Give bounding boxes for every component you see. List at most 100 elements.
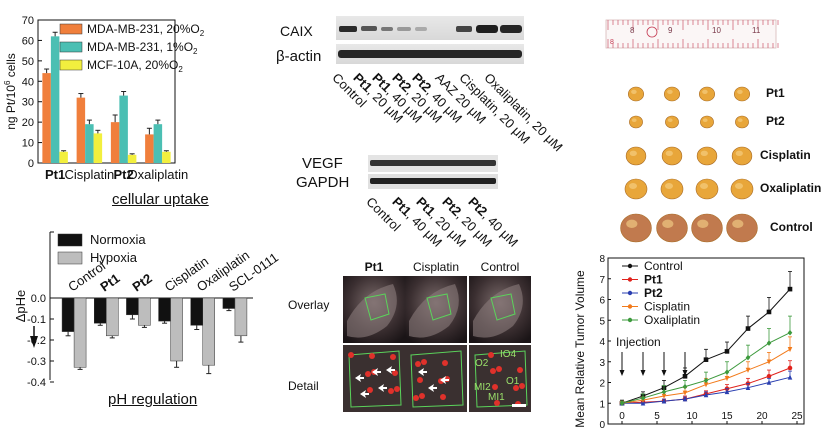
growth-point [682,383,688,390]
beta-actin-label: β-actin [276,48,322,65]
growth-legend-marker [627,277,633,282]
uptake-category-label: Pt2 [114,167,134,182]
uptake-ylabel: ng Pt/106 cells [3,53,18,130]
overlay-tissue-shape [347,284,397,338]
growth-point [703,357,709,362]
growth-point [703,382,709,388]
injection-arrow-icon [682,370,688,376]
uptake-category-label: Cisplatin [64,167,114,182]
imaging-row-label: Overlay [288,298,330,312]
tumor-group-label: Cisplatin [760,148,811,162]
tumor-group-label: Pt2 [766,114,785,128]
tumor-highlight [702,118,708,122]
growth-legend-label: Cisplatin [644,300,690,314]
detail-region-label: O1 [506,376,520,387]
growth-point [787,347,793,353]
detail-cell-dot [388,388,394,394]
detail-arrow-icon [355,374,364,382]
injection-arrow-icon [619,370,625,376]
growth-legend-marker [627,263,633,269]
uptake-ytick-label: 50 [22,56,34,68]
uptake-ytick-label: 30 [22,97,34,109]
uptake-legend-swatch [59,41,83,53]
growth-point [682,396,688,402]
actin-band [338,50,522,58]
uptake-legend-label: MDA-MB-231, 1%O2 [87,40,198,56]
detail-cell-dot [421,359,427,365]
detail-cell-dot [390,354,396,360]
ph-legend-swatch [57,251,83,265]
growth-point [724,369,730,375]
uptake-caption: cellular uptake [112,191,209,208]
growth-point [661,398,667,404]
detail-cell-dot [440,394,446,400]
tumor-highlight [629,183,637,189]
detail-cell-dot [365,371,371,377]
detail-cell-dot [392,370,398,376]
detail-cell-dot [490,368,496,374]
detail-roi-outline [410,350,464,408]
uptake-bar [153,124,163,163]
detail-cell-dot [494,400,500,406]
ph-ytick-label: -0.3 [27,356,46,368]
vegf-band [370,160,496,166]
uptake-bar [76,97,86,163]
uptake-ytick-label: 40 [22,76,34,88]
uptake-ytick-label: 20 [22,117,34,129]
caix-band-lane3 [381,27,393,31]
ruler-number-left: 8 [610,39,614,46]
detail-region-label: MI1 [488,392,505,403]
tumor-highlight [700,150,708,156]
overlay-tissue-shape [409,284,459,338]
growth-xtick-label: 5 [654,411,660,422]
uptake-category-label: Oxaliplatin [128,167,189,182]
uptake-legend-swatch [59,23,83,35]
growth-point [766,373,772,379]
growth-point [703,377,709,384]
growth-point [787,365,793,371]
growth-point [766,379,772,385]
ruler-number: 8 [630,26,635,35]
uptake-legend-label: MCF-10A, 20%O2 [87,58,183,74]
growth-point [661,389,667,395]
growth-point [766,340,772,346]
uptake-bar [145,134,154,163]
tumor-highlight [667,89,673,94]
growth-point [766,309,772,315]
tumor-highlight [665,150,673,156]
caix-band-lane6 [456,26,472,32]
growth-ytick-label: 6 [599,296,605,307]
growth-ytick-label: 3 [599,358,605,369]
detail-arrow-icon [440,376,449,384]
ph-caption: pH regulation [108,391,198,408]
uptake-bar [42,73,51,163]
ph-ytick-label: -0.4 [27,377,46,389]
detail-cell-dot [442,360,448,366]
detail-cell-dot [419,393,425,399]
tumor-highlight [737,118,743,122]
overlay-roi-outline [426,293,452,321]
tumor-highlight [631,89,637,94]
growth-point [787,374,793,380]
caix-band-lane4 [397,27,411,31]
growth-ytick-label: 0 [599,420,605,431]
detail-arrow-icon [360,390,369,398]
growth-point [745,367,751,373]
growth-point [787,286,793,292]
growth-xtick-label: 15 [721,411,733,422]
growth-point [640,400,646,406]
ruler-number: 10 [712,26,721,35]
injection-annotation: Injection [616,335,661,349]
tumor-highlight [702,89,708,94]
tumor-highlight [626,219,638,228]
detail-cell-dot [496,366,502,372]
tumor-highlight [665,183,673,189]
growth-xtick-label: 10 [686,411,698,422]
detail-cell-dot [488,352,494,358]
detail-cell-dot [517,367,523,373]
growth-point [724,376,730,382]
detail-cell-dot [513,385,519,391]
gapdh-band [370,178,496,184]
